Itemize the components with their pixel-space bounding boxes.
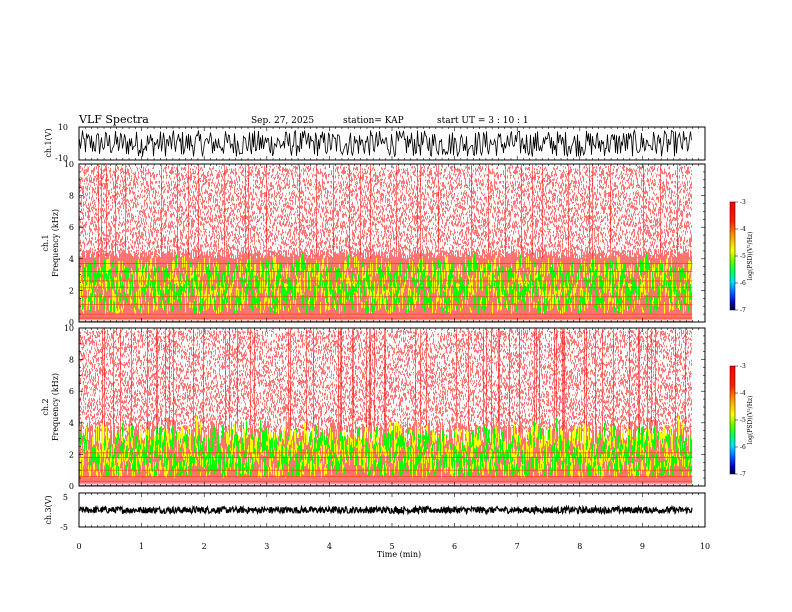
frequency-tick-label: 2 (69, 286, 74, 295)
ch2-spectrogram-image (78, 328, 693, 486)
ch3-waveform-trace (79, 504, 693, 516)
figure-title: VLF Spectra (78, 113, 149, 126)
colorbar-tick-label: -7 (740, 307, 746, 314)
ch1-waveform-panel: 10 -10 ch.1(V) (44, 123, 706, 163)
colorbar-tick-label: -4 (740, 390, 746, 397)
colorbar-tick-label: -6 (740, 280, 746, 287)
ch1-ytick-top: 10 (58, 123, 68, 132)
frequency-tick-label: 10 (64, 160, 74, 169)
colorbar-tick-label: -3 (740, 199, 746, 206)
ch1-colorbar (729, 201, 736, 311)
frequency-tick-label: 10 (64, 324, 74, 333)
ch2-colorbar (729, 365, 736, 475)
time-tick-label: 0 (76, 542, 81, 551)
time-tick-label: 4 (327, 542, 332, 551)
frequency-tick-label: 8 (69, 192, 74, 201)
frequency-tick-label: 0 (69, 318, 74, 327)
frequency-tick-label: 8 (69, 356, 74, 365)
colorbar-tick-label: -5 (740, 417, 746, 424)
frequency-tick-label: 6 (69, 387, 74, 396)
ch1-colorbar-ticks: -3 -4 -5 -6 -7 (735, 199, 746, 314)
ch3-waveform-panel: 5 -5 ch.3(V) (44, 492, 706, 532)
colorbar-tick-label: -3 (740, 363, 746, 370)
ch1-spectrogram-ylabel: Frequency (kHz) (51, 209, 60, 277)
ch3-ytick-bottom: -5 (60, 523, 68, 532)
ch2-colorbar-label: log(PSD)(V²/Hz) (747, 396, 754, 445)
ch2-spectrogram-yticks: 0 2 4 6 8 10 (64, 324, 705, 491)
colorbar-tick-label: -6 (740, 444, 746, 451)
ch2-colorbar-ticks: -3 -4 -5 -6 -7 (735, 363, 746, 478)
time-tick-label: 3 (264, 542, 269, 551)
time-tick-label: 9 (640, 542, 645, 551)
ch1-waveform-ylabel: ch.1(V) (44, 128, 53, 157)
ch1-waveform-trace (79, 128, 692, 157)
ch3-waveform-ylabel: ch.3(V) (44, 495, 53, 524)
time-tick-label: 5 (389, 542, 394, 551)
ch1-colorbar-label: log(PSD)(V²/Hz) (747, 232, 754, 281)
time-axis-label: Time (min) (377, 550, 421, 559)
time-tick-label: 7 (515, 542, 520, 551)
header-start-ut: start UT = 3 : 10 : 1 (437, 116, 529, 126)
waveform-line (79, 128, 692, 157)
time-tick-label: 10 (700, 542, 710, 551)
ch3-ytick-top: 5 (63, 493, 68, 502)
waveform-line (79, 504, 693, 516)
ch1-spectrogram-yticks: 0 2 4 6 8 10 (64, 160, 705, 327)
header-date: Sep. 27, 2025 (251, 116, 314, 126)
ch2-spectrogram-ylabel: Frequency (kHz) (51, 373, 60, 441)
ch1-ytick-bottom: -10 (55, 154, 68, 163)
time-tick-label: 1 (139, 542, 144, 551)
colorbar-tick-label: -7 (740, 471, 746, 478)
header-station: station= KAP (343, 116, 404, 126)
frequency-tick-label: 4 (69, 255, 74, 264)
colorbar-tick-label: -4 (740, 226, 746, 233)
time-axis: 0 1 2 3 4 5 6 7 8 9 10 (76, 127, 710, 551)
time-tick-label: 8 (577, 542, 582, 551)
colorbar-tick-label: -5 (740, 253, 746, 260)
time-tick-label: 6 (452, 542, 457, 551)
ch1-spectrogram-ylabel-channel: ch.1 (41, 234, 50, 251)
time-tick-label: 2 (202, 542, 207, 551)
frequency-tick-label: 0 (69, 482, 74, 491)
frequency-tick-label: 2 (69, 450, 74, 459)
ch2-spectrogram-ylabel-channel: ch.2 (41, 398, 50, 415)
frequency-tick-label: 6 (69, 223, 74, 232)
frequency-tick-label: 4 (69, 419, 74, 428)
